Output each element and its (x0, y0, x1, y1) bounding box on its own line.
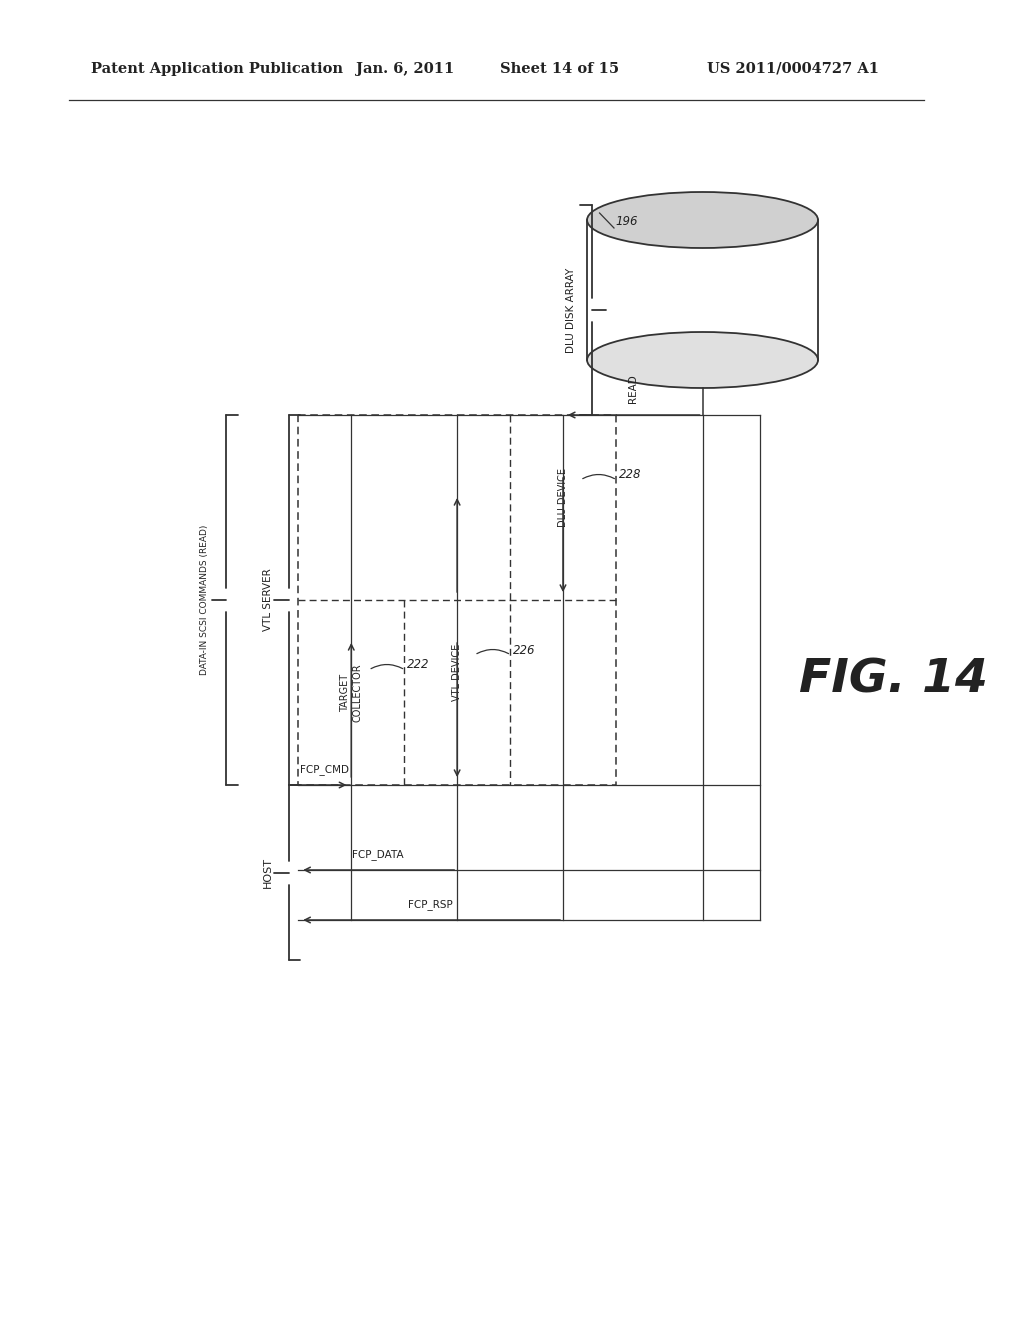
Text: Sheet 14 of 15: Sheet 14 of 15 (501, 62, 620, 77)
Text: 196: 196 (615, 215, 638, 228)
Text: FCP_CMD: FCP_CMD (300, 764, 349, 775)
Text: FCP_RSP: FCP_RSP (409, 899, 453, 909)
Text: US 2011/0004727 A1: US 2011/0004727 A1 (708, 62, 880, 77)
Ellipse shape (587, 191, 818, 248)
Bar (298, 414, 615, 785)
Text: DATA-IN SCSI COMMANDS (READ): DATA-IN SCSI COMMANDS (READ) (201, 525, 210, 676)
Text: 226: 226 (513, 644, 536, 656)
Text: HOST: HOST (262, 857, 272, 888)
Text: Jan. 6, 2011: Jan. 6, 2011 (356, 62, 455, 77)
Text: VTL SERVER: VTL SERVER (262, 569, 272, 631)
Ellipse shape (587, 333, 818, 388)
Text: 228: 228 (618, 469, 641, 482)
Text: Patent Application Publication: Patent Application Publication (91, 62, 343, 77)
Text: VTL DEVICE: VTL DEVICE (453, 644, 462, 701)
Text: FCP_DATA: FCP_DATA (352, 849, 403, 861)
Text: READ: READ (628, 375, 638, 403)
Text: TARGET
COLLECTOR: TARGET COLLECTOR (340, 663, 362, 722)
Text: FIG. 14: FIG. 14 (799, 657, 988, 702)
Text: DLU DISK ARRAY: DLU DISK ARRAY (565, 268, 575, 352)
Text: DLU DEVICE: DLU DEVICE (558, 469, 568, 527)
Text: 222: 222 (408, 659, 430, 672)
